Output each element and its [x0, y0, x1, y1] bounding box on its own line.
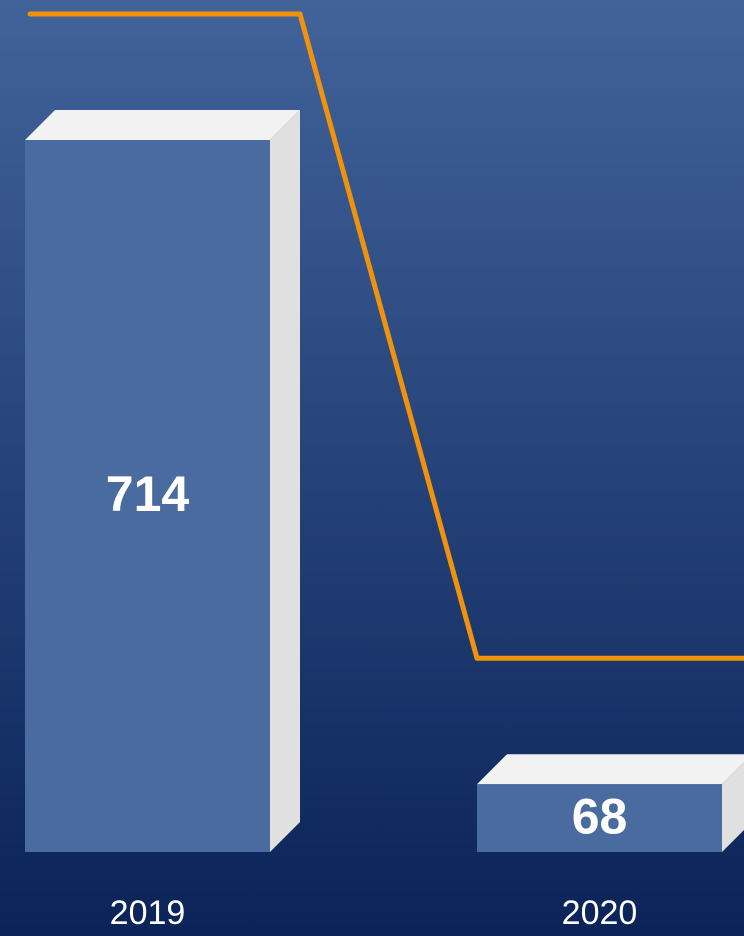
bar: [25, 140, 270, 852]
data-label: 68: [572, 788, 628, 844]
bar-top: [477, 754, 744, 785]
x-tick-label: 2020: [562, 894, 638, 932]
bar: [477, 784, 722, 852]
x-tick-label: 2019: [110, 894, 186, 932]
bar-top: [25, 110, 300, 140]
bar-side: [722, 762, 744, 852]
bar-side: [270, 110, 300, 852]
trend-connector: [297, 11, 480, 661]
data-label: 714: [106, 466, 190, 522]
